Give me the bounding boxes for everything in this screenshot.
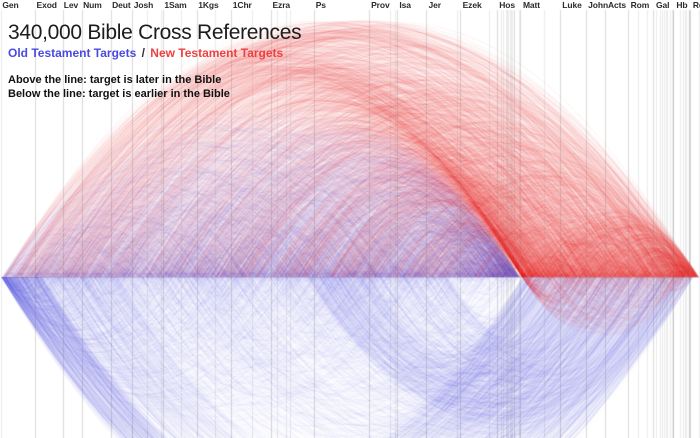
- book-label-gen: Gen: [2, 0, 19, 10]
- book-label-matt: Matt: [522, 0, 541, 10]
- book-label-hb: Hb: [676, 0, 688, 10]
- book-label-acts: Acts: [607, 0, 627, 10]
- book-label-ps: Ps: [315, 0, 326, 10]
- legend-separator: /: [141, 46, 145, 60]
- book-label-prov: Prov: [371, 0, 390, 10]
- legend-new-testament-targets: New Testament Targets: [150, 46, 284, 60]
- page-title: 340,000 Bible Cross References: [8, 21, 302, 44]
- book-label-1kgs: 1Kgs: [198, 0, 219, 10]
- book-label-jer: Jer: [428, 0, 441, 10]
- book-label-hos: Hos: [499, 0, 516, 10]
- book-label-exod: Exod: [36, 0, 57, 10]
- chart-header: 340,000 Bible Cross References Old Testa…: [8, 21, 302, 102]
- note-below-line: Below the line: target is earlier in the…: [8, 88, 230, 101]
- book-label-lev: Lev: [63, 0, 79, 10]
- book-label-deut: Deut: [112, 0, 131, 10]
- book-label-num: Num: [83, 0, 102, 10]
- book-label-re: Re: [692, 0, 700, 10]
- note-above-line: Above the line: target is later in the B…: [8, 74, 222, 86]
- book-label-luke: Luke: [562, 0, 582, 10]
- book-axis: Gen Exod Lev Num Deut Josh 1Sam 1Kgs 1Chr Ezra Ps P…: [0, 0, 700, 12]
- book-label-john: John: [588, 0, 609, 10]
- book-label-isa: Isa: [399, 0, 411, 10]
- book-label-gal: Gal: [656, 0, 670, 10]
- book-label-1chr: 1Chr: [232, 0, 252, 10]
- book-label-rom: Rom: [630, 0, 650, 10]
- book-label-1sam: 1Sam: [164, 0, 187, 10]
- legend-old-testament-targets: Old Testament Targets: [8, 46, 137, 60]
- legend: Old Testament Targets / New Testament Ta…: [8, 46, 301, 60]
- book-label-ezra: Ezra: [272, 0, 291, 10]
- reading-notes: Above the line: target is later in the B…: [8, 73, 301, 102]
- book-label-ezek: Ezek: [462, 0, 482, 10]
- book-label-josh: Josh: [133, 0, 154, 10]
